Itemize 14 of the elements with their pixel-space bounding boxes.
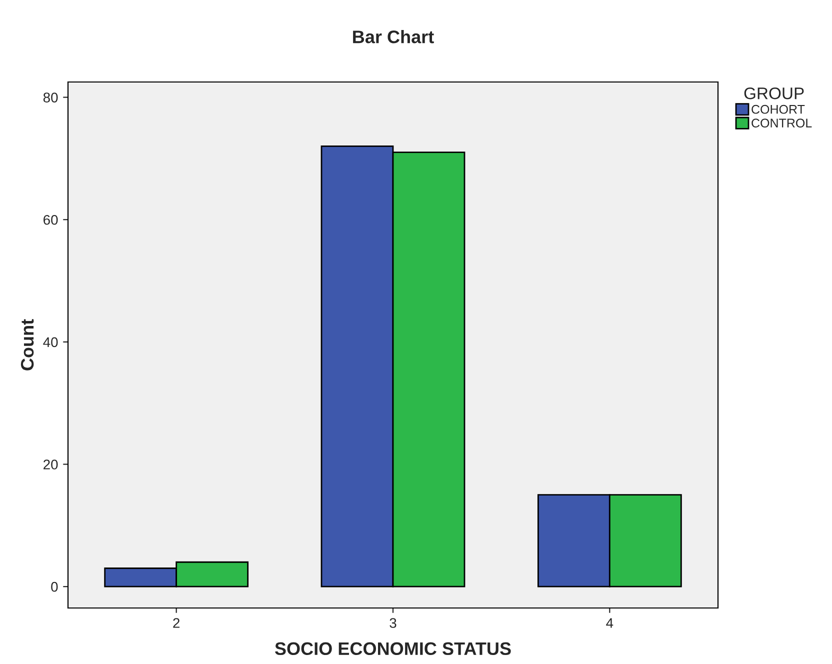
y-tick-label: 0 xyxy=(51,582,58,592)
y-tick-label: 20 xyxy=(44,460,58,470)
legend-label: CONTROL xyxy=(752,118,812,128)
legend-label: COHORT xyxy=(752,104,805,114)
y-tick-label: 80 xyxy=(43,92,58,102)
chart-title: Bar Chart xyxy=(353,30,434,44)
x-tick-label: 3 xyxy=(390,618,396,628)
y-tick-label: 60 xyxy=(44,214,58,225)
y-tick-label: 40 xyxy=(43,337,58,348)
y-axis-title: Count xyxy=(20,319,34,370)
x-axis-title: SOCIO ECONOMIC STATUS xyxy=(274,642,511,656)
x-tick-label: 4 xyxy=(606,618,614,628)
legend-title: GROUP xyxy=(744,87,804,100)
x-tick-label: 2 xyxy=(173,618,180,628)
